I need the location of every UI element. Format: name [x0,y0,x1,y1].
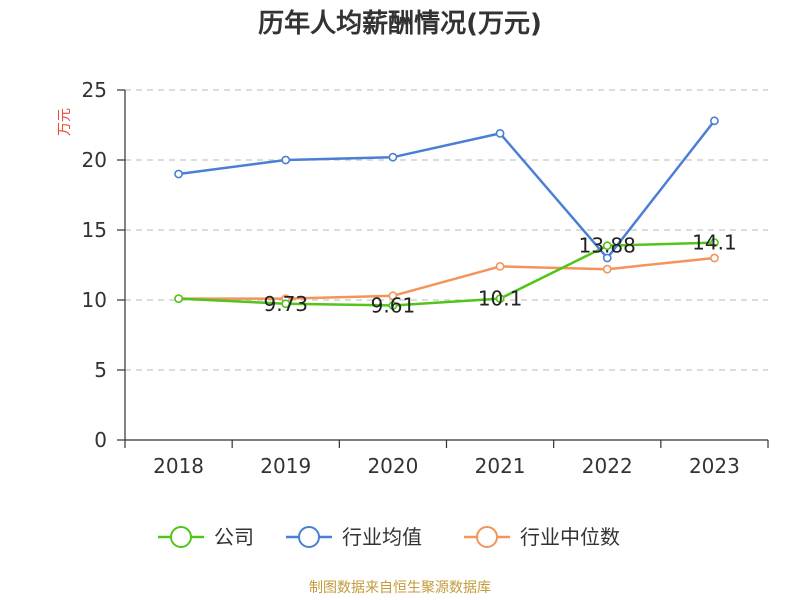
data-point [495,261,505,271]
x-tick-label: 2022 [582,454,633,478]
legend-label: 行业均值 [342,525,422,549]
legend-marker [170,526,192,548]
data-point [495,128,505,138]
data-point [710,116,719,126]
y-axis-label: 万元 [57,108,73,136]
x-tick-label: 2019 [260,454,311,478]
series-line [178,120,716,260]
data-point [495,294,505,303]
data-label: 10.1 [478,287,523,311]
series-line [178,241,715,307]
x-tick-label: 2023 [689,454,740,478]
data-label: 13.88 [579,234,636,258]
y-tick-label: 25 [82,78,107,102]
data-point [602,264,612,274]
series-group [174,116,719,310]
chart-title: 历年人均薪酬情况(万元) [258,8,542,39]
data-label: 9.61 [371,293,416,317]
data-point [388,301,398,310]
data-point [174,169,183,179]
data-point [602,253,612,263]
legend-label: 行业中位数 [520,525,620,549]
legend-label: 公司 [214,525,254,549]
data-point [281,299,291,309]
x-tick-label: 2018 [153,454,204,478]
x-tick-label: 2020 [367,454,418,478]
data-point [174,294,183,303]
data-point [388,291,398,301]
x-tick-label: 2021 [475,454,526,478]
y-tick-label: 5 [94,358,107,382]
axes: 0 5 10 15 20 25 2018 2019 2020 2021 2022 2023 [82,78,769,478]
y-tick-label: 10 [82,288,107,312]
data-point [281,155,291,165]
y-tick-label: 0 [94,428,107,452]
legend: 公司 行业均值 行业中位数 [158,525,620,549]
data-point [602,241,612,251]
data-point [388,152,398,162]
legend-marker [298,526,320,548]
data-point [710,238,719,247]
series-line [178,256,715,300]
data-point [710,253,719,263]
source-note: 制图数据来自恒生聚源数据库 [309,580,491,596]
data-label: 9.73 [263,292,308,316]
grid-lines [125,89,768,371]
data-label: 14.1 [692,231,737,255]
data-labels: 9.73 9.61 10.1 13.88 14.1 [263,231,736,318]
legend-marker [476,526,498,548]
y-tick-label: 20 [82,148,107,172]
y-tick-label: 15 [82,218,107,242]
